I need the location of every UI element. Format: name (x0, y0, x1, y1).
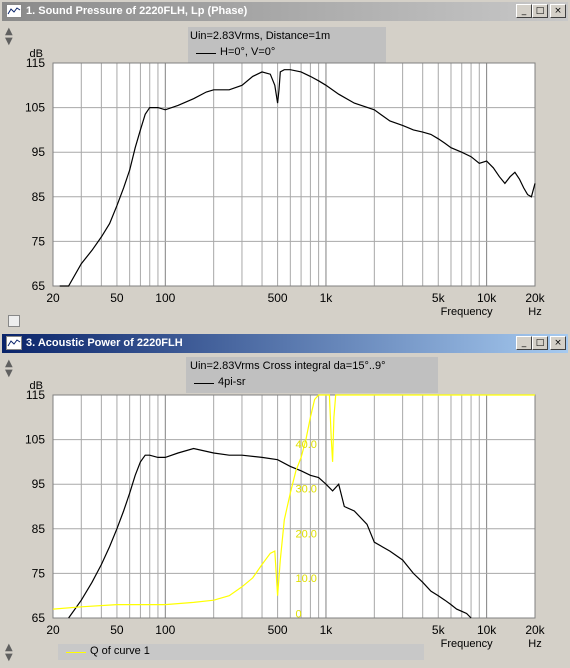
x-tick-label: 1k (320, 291, 334, 305)
title-bar[interactable]: 1. Sound Pressure of 2220FLH, Lp (Phase)… (2, 2, 568, 21)
y-tick-label: 65 (32, 279, 46, 293)
y-tick-label: 115 (26, 388, 45, 402)
legend-box: Uin=2.83Vrms, Distance=1m H=0°, V=0° (188, 27, 386, 63)
x-tick-label: 20k (525, 623, 545, 637)
legend-swatch (196, 53, 216, 54)
x-tick-label: 5k (432, 291, 446, 305)
y-tick-label: 65 (32, 611, 46, 625)
y-tick-label: 85 (32, 190, 46, 204)
y-tick-label: 95 (32, 145, 46, 159)
x-tick-label: 50 (110, 291, 124, 305)
y-tick-label: 85 (32, 522, 46, 536)
legend-entry: 4pi-sr (218, 376, 246, 388)
chart-app-icon (6, 4, 22, 18)
x-tick-label: 50 (110, 623, 124, 637)
y-axis-label: dB (30, 380, 43, 392)
resize-grip-icon[interactable] (8, 315, 20, 327)
restore-button[interactable]: □ (532, 4, 548, 18)
series-line (68, 447, 472, 619)
q-scale-label: 0 (296, 609, 302, 621)
y-tick-label: 75 (32, 234, 46, 248)
legend-swatch (194, 383, 214, 384)
scroll-up-icon[interactable]: ▲ (5, 26, 13, 37)
x-tick-label: 100 (155, 623, 175, 637)
series-line (59, 69, 536, 287)
q-scale-label: 20.0 (296, 528, 317, 540)
y-axis-label: dB (30, 48, 43, 60)
window-title: 3. Acoustic Power of 2220FLH (26, 337, 183, 349)
x-unit-label: Hz (528, 306, 541, 318)
x-tick-label: 500 (268, 291, 288, 305)
x-tick-label: 500 (268, 623, 288, 637)
sound-pressure-window: 1. Sound Pressure of 2220FLH, Lp (Phase)… (0, 0, 570, 330)
legend-header: Uin=2.83Vrms Cross integral da=15°..9° (190, 360, 386, 372)
acoustic-power-window: 3. Acoustic Power of 2220FLH _ □ × ▲ ▼ U… (0, 332, 570, 668)
x-tick-label: 10k (477, 623, 497, 637)
x-tick-label: 20 (46, 291, 60, 305)
legend-swatch-yellow (66, 652, 86, 653)
q-scale-label: 30.0 (296, 484, 317, 496)
x-tick-label: 20 (46, 623, 60, 637)
x-axis-label: Frequency (441, 638, 493, 650)
x-tick-label: 1k (320, 623, 334, 637)
scroll-down-icon[interactable]: ▼ (5, 652, 13, 663)
q-scale-label: 40.0 (296, 439, 317, 451)
y-tick-label: 105 (25, 101, 45, 115)
legend-entry: H=0°, V=0° (220, 46, 276, 58)
plot-background (53, 63, 535, 286)
minimize-button[interactable]: _ (516, 336, 532, 350)
scroll-down-icon[interactable]: ▼ (5, 368, 13, 379)
restore-button[interactable]: □ (532, 336, 548, 350)
bottom-legend-box: Q of curve 1 (58, 644, 424, 660)
plot-background (53, 395, 535, 618)
scroll-up-icon[interactable]: ▲ (5, 358, 13, 369)
x-tick-label: 20k (525, 291, 545, 305)
series-line (52, 394, 535, 610)
y-tick-label: 95 (32, 477, 46, 491)
plot-area: ▲ ▼ Uin=2.83Vrms, Distance=1m H=0°, V=0°… (0, 21, 570, 330)
plot-border (52, 394, 536, 619)
x-tick-label: 100 (155, 291, 175, 305)
y-tick-label: 75 (32, 566, 46, 580)
legend-header: Uin=2.83Vrms, Distance=1m (190, 30, 331, 42)
bottom-legend-entry: Q of curve 1 (90, 645, 150, 657)
scroll-up-icon[interactable]: ▲ (5, 642, 13, 653)
x-tick-label: 5k (432, 623, 446, 637)
close-button[interactable]: × (550, 4, 566, 18)
y-tick-label: 115 (26, 56, 45, 70)
minimize-button[interactable]: _ (516, 4, 532, 18)
chart-app-icon (6, 336, 22, 350)
window-title: 1. Sound Pressure of 2220FLH, Lp (Phase) (26, 5, 248, 17)
legend-box: Uin=2.83Vrms Cross integral da=15°..9° 4… (186, 357, 438, 393)
plot-border (52, 62, 536, 287)
q-scale-label: 10.0 (296, 573, 317, 585)
title-bar[interactable]: 3. Acoustic Power of 2220FLH _ □ × (2, 334, 568, 353)
x-unit-label: Hz (528, 638, 541, 650)
plot-area: ▲ ▼ Uin=2.83Vrms Cross integral da=15°..… (0, 353, 570, 668)
x-axis-label: Frequency (441, 306, 493, 318)
y-tick-label: 105 (25, 433, 45, 447)
scroll-down-icon[interactable]: ▼ (5, 36, 13, 47)
x-tick-label: 10k (477, 291, 497, 305)
close-button[interactable]: × (550, 336, 566, 350)
